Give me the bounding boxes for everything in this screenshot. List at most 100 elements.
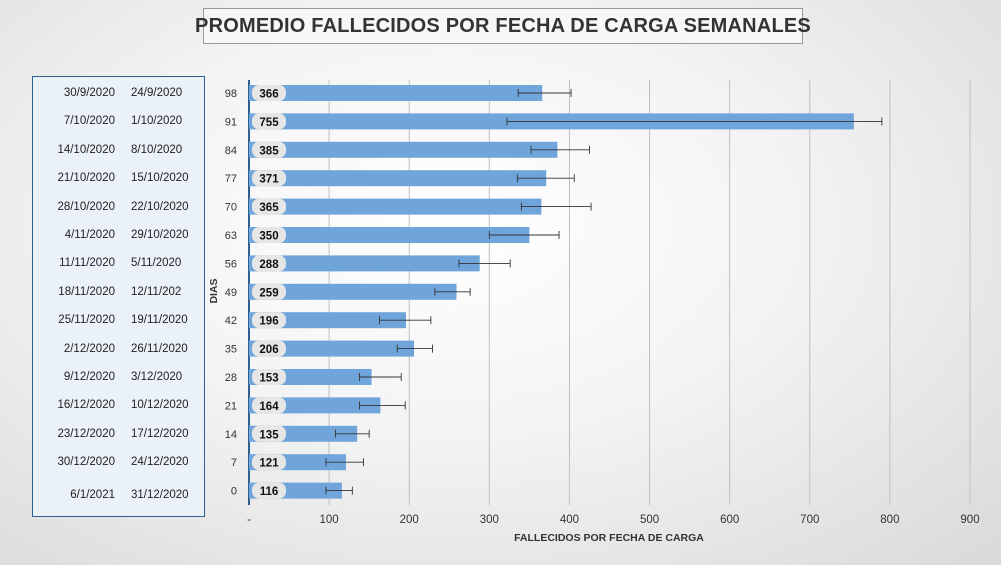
category-label: 84 [225, 145, 237, 157]
x-tick-label: 100 [320, 514, 339, 526]
category-label: 56 [225, 258, 237, 270]
value-label: 164 [259, 401, 279, 413]
value-label: 206 [259, 344, 278, 356]
chart-title: PROMEDIO FALLECIDOS POR FECHA DE CARGA S… [195, 8, 811, 44]
category-label: 91 [225, 116, 237, 128]
value-label-bg [252, 425, 286, 442]
value-label: 121 [259, 458, 279, 470]
value-label: 350 [259, 231, 278, 243]
category-label: 49 [225, 287, 237, 299]
week-end-date: 23/12/2020 [57, 427, 115, 440]
x-tick-label: - [247, 514, 251, 526]
week-end-date: 16/12/2020 [57, 399, 115, 412]
x-tick-label: 800 [880, 514, 899, 526]
date-range-row: 14/10/2020 8/10/2020 [33, 144, 204, 164]
date-range-row: 6/1/2021 31/12/2020 [33, 489, 204, 509]
date-range-row: 18/11/2020 12/11/202 [33, 286, 204, 306]
week-end-date: 18/11/2020 [58, 285, 115, 298]
week-start-date: 24/9/2020 [131, 87, 183, 99]
category-label: 21 [225, 400, 237, 412]
week-end-date: 4/11/2020 [64, 229, 115, 241]
date-range-row: 4/11/2020 29/10/2020 [33, 229, 204, 249]
value-label-bg [252, 141, 286, 158]
x-tick-label: 200 [400, 514, 419, 526]
week-end-date: 7/10/2020 [63, 115, 115, 128]
category-label: 77 [225, 173, 237, 185]
category-label: 0 [231, 486, 237, 498]
bar [249, 170, 547, 187]
value-label-bg [252, 198, 286, 215]
bar [249, 255, 480, 272]
week-end-date: 25/11/2020 [58, 314, 115, 327]
bar [249, 227, 530, 243]
bar [249, 312, 407, 329]
value-label-bg [252, 283, 286, 300]
value-label: 385 [259, 145, 279, 157]
category-label: 98 [225, 88, 237, 100]
category-label: 42 [225, 315, 237, 327]
week-end-date: 14/10/2020 [57, 143, 115, 156]
week-start-date: 12/11/202 [131, 285, 182, 298]
date-range-row: 16/12/2020 10/12/2020 [33, 399, 204, 419]
value-label-bg [252, 170, 286, 187]
week-end-date: 30/9/2020 [63, 87, 115, 99]
value-label-bg [252, 454, 286, 471]
date-range-row: 11/11/2020 5/11/2020 [33, 257, 204, 277]
value-label-bg [252, 227, 286, 243]
value-label-bg [252, 255, 286, 272]
week-start-date: 17/12/2020 [131, 427, 189, 440]
date-range-row: 9/12/2020 3/12/2020 [33, 371, 204, 391]
bar [249, 85, 543, 101]
value-label: 135 [259, 429, 279, 441]
category-label: 28 [225, 372, 237, 384]
value-label: 288 [259, 259, 279, 271]
value-label: 116 [260, 486, 279, 498]
value-label: 371 [259, 174, 279, 186]
week-start-date: 8/10/2020 [131, 143, 183, 156]
date-range-row: 25/11/2020 19/11/2020 [33, 314, 204, 334]
week-start-date: 22/10/2020 [131, 200, 189, 213]
week-start-date: 1/10/2020 [131, 115, 183, 128]
bar [249, 340, 415, 357]
week-end-date: 30/12/2020 [57, 456, 115, 469]
value-label: 755 [259, 117, 279, 129]
x-tick-label: 500 [640, 514, 659, 526]
date-range-row: 23/12/2020 17/12/2020 [33, 428, 204, 448]
week-start-date: 26/11/2020 [131, 342, 188, 355]
bar [249, 141, 558, 158]
week-end-date: 6/1/2021 [70, 488, 115, 501]
value-label: 153 [259, 373, 278, 385]
week-end-date: 9/12/2020 [63, 371, 115, 383]
x-tick-label: 700 [800, 514, 819, 526]
x-tick-label: 400 [560, 514, 579, 526]
x-tick-label: 900 [960, 514, 979, 526]
value-label-bg [252, 340, 286, 357]
category-label: 14 [225, 429, 237, 441]
value-label-bg [252, 369, 286, 385]
week-start-date: 19/11/2020 [131, 314, 188, 327]
category-label: 7 [231, 457, 237, 469]
date-range-row: 7/10/2020 1/10/2020 [33, 115, 204, 135]
week-end-date: 28/10/2020 [57, 200, 115, 213]
x-tick-label: 600 [720, 514, 739, 526]
bar [249, 198, 542, 215]
value-label: 365 [259, 202, 279, 214]
date-range-panel: 30/9/2020 24/9/2020 7/10/2020 1/10/2020 14/1… [32, 76, 205, 517]
date-range-row: 2/12/2020 26/11/2020 [33, 343, 204, 363]
week-start-date: 3/12/2020 [131, 371, 183, 383]
date-range-row: 28/10/2020 22/10/2020 [33, 201, 204, 221]
value-label: 366 [259, 89, 278, 101]
category-label: 70 [225, 202, 237, 214]
week-start-date: 24/12/2020 [131, 456, 189, 469]
value-label: 196 [259, 316, 278, 328]
category-label: 63 [225, 230, 237, 242]
value-label: 259 [259, 287, 278, 299]
bar [249, 283, 457, 300]
category-label: 35 [225, 344, 237, 356]
y-axis-title: DIAS [208, 278, 220, 303]
date-range-row: 30/12/2020 24/12/2020 [33, 456, 204, 476]
value-label-bg [252, 85, 286, 101]
week-start-date: 10/12/2020 [131, 399, 189, 412]
value-label-bg [252, 312, 286, 329]
